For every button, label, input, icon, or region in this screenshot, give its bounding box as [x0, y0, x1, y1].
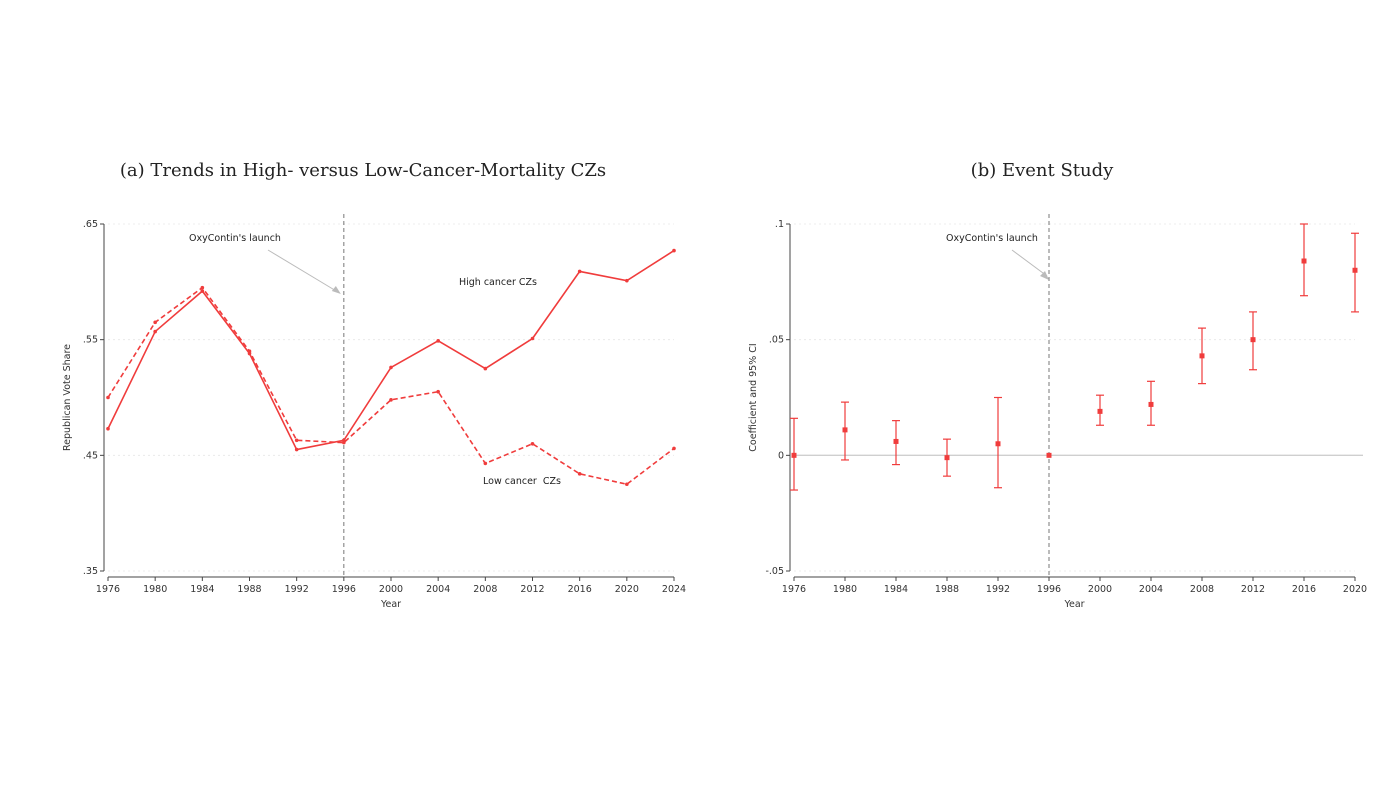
data-point [247, 349, 252, 354]
data-point [294, 447, 299, 452]
x-tick-label: 2012 [520, 584, 544, 595]
launch-annotation-arrowhead [331, 286, 341, 294]
data-point [672, 446, 676, 451]
y-tick-label: .35 [83, 566, 98, 577]
y-axis-label: Republican Vote Share [62, 344, 73, 451]
data-point [342, 440, 346, 445]
x-tick-label: 2004 [1139, 584, 1163, 595]
x-tick-label: 2000 [379, 584, 403, 595]
data-point [389, 365, 393, 370]
x-tick-label: 1980 [833, 584, 857, 595]
x-tick-label: 2008 [1190, 584, 1214, 595]
x-tick-label: 1996 [332, 584, 356, 595]
x-tick-label: 2020 [615, 584, 639, 595]
x-tick-label: 1976 [96, 584, 120, 595]
x-tick-label: 2016 [1292, 584, 1316, 595]
coefficient-point [842, 427, 848, 433]
x-axis-label: Year [1063, 599, 1084, 610]
data-point [530, 441, 535, 446]
data-point [625, 482, 629, 487]
launch-annotation-arrow [1011, 249, 1048, 277]
x-tick-label: 1988 [935, 584, 959, 595]
data-point [483, 366, 488, 371]
data-point [577, 472, 582, 476]
coefficient-point [1097, 408, 1103, 414]
coefficient-point [893, 438, 899, 444]
x-tick-label: 2000 [1088, 584, 1112, 595]
data-point [106, 426, 110, 431]
coefficient-point [1301, 258, 1307, 264]
data-point [106, 395, 110, 400]
data-point [530, 336, 535, 341]
x-tick-label: 1984 [884, 584, 908, 595]
y-tick-label: .55 [83, 335, 98, 346]
x-tick-label: 1988 [237, 584, 261, 595]
x-tick-label: 1992 [285, 584, 309, 595]
chart-b-title: (b) Event Study [970, 160, 1114, 181]
launch-annotation: OxyContin's launch [946, 233, 1038, 244]
data-point [577, 269, 582, 274]
coefficient-point [995, 441, 1001, 447]
x-tick-label: 2012 [1241, 584, 1265, 595]
launch-annotation-arrow [267, 249, 339, 293]
x-tick-label: 1980 [143, 584, 167, 595]
x-tick-label: 2016 [568, 584, 592, 595]
x-tick-label: 1976 [782, 584, 806, 595]
coefficient-point [1250, 337, 1256, 343]
series-high-cancer-label: High cancer CZs [459, 277, 537, 288]
data-point [625, 278, 629, 283]
data-point [483, 461, 488, 466]
y-tick-label: .45 [83, 450, 98, 461]
y-tick-label: .05 [769, 335, 784, 346]
y-tick-label: -.05 [765, 566, 784, 577]
y-tick-label: .1 [775, 219, 784, 230]
x-axis-label: Year [380, 599, 401, 610]
data-point [294, 438, 299, 443]
x-tick-label: 1996 [1037, 584, 1061, 595]
y-tick-label: .65 [83, 219, 98, 230]
data-point [200, 285, 205, 290]
launch-annotation-arrowhead [1040, 271, 1049, 280]
data-point [153, 320, 157, 325]
x-tick-label: 2008 [473, 584, 497, 595]
chart-a: .35 .45 .55 .65 1976 1980 1984 1988 1992 1996 2000… [62, 214, 686, 610]
data-point [436, 339, 440, 343]
coefficient-point [1046, 452, 1052, 458]
data-point [389, 398, 393, 402]
coefficient-point [1352, 267, 1358, 273]
y-axis-label: Coefficient and 95% CI [748, 343, 759, 451]
series-low-cancer-label: Low cancer CZs [483, 476, 561, 487]
y-tick-label: 0 [778, 450, 784, 461]
coefficient-point [944, 455, 950, 461]
data-point [200, 289, 205, 293]
x-tick-label: 2004 [426, 584, 450, 595]
coefficient-point [791, 452, 797, 458]
data-point [153, 329, 157, 334]
series-high-cancer-line [107, 249, 675, 451]
chart-a-title: (a) Trends in High- versus Low-Cancer-Mo… [119, 160, 607, 181]
launch-annotation: OxyContin's launch [189, 233, 281, 244]
x-tick-label: 1984 [190, 584, 214, 595]
coefficient-point [1148, 401, 1154, 407]
series-low-cancer-line [107, 286, 675, 486]
x-tick-label: 2024 [662, 584, 686, 595]
data-point [672, 248, 676, 253]
data-point [436, 389, 440, 394]
coefficient-point [1199, 353, 1205, 359]
x-tick-label: 2020 [1343, 584, 1367, 595]
x-tick-label: 1992 [986, 584, 1010, 595]
